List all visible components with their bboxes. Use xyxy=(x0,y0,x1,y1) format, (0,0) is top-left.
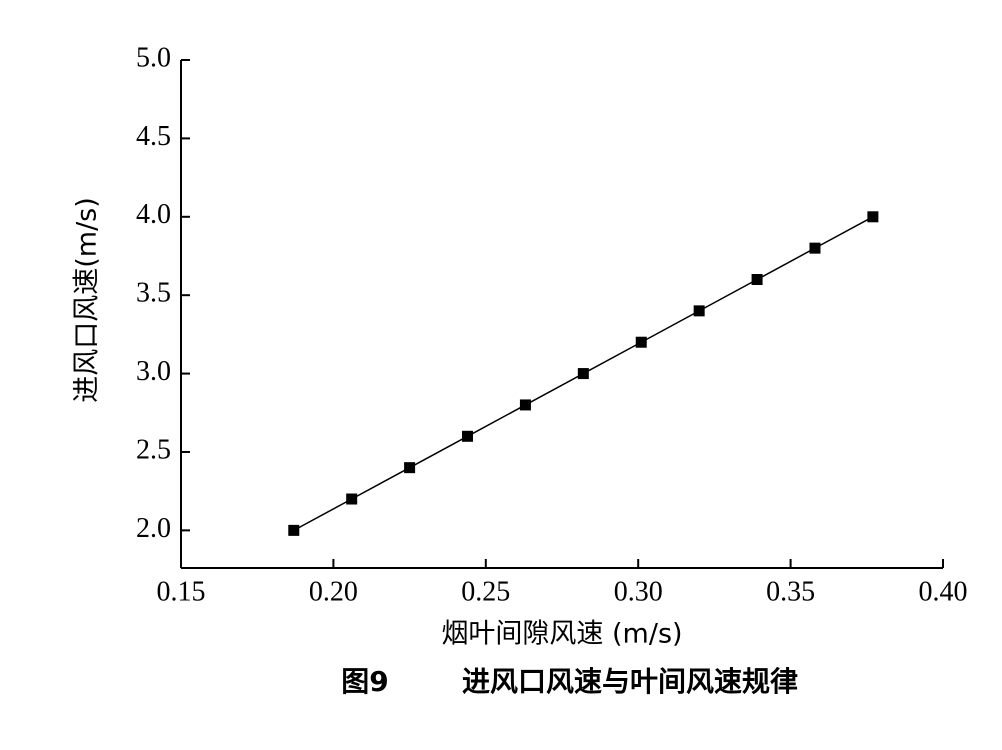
y-tick-label: 2.5 xyxy=(136,434,171,465)
x-tick-label: 0.40 xyxy=(919,576,968,607)
marker xyxy=(809,242,821,254)
marker xyxy=(867,211,879,223)
x-axis-label: 烟叶间隙风速 (m/s) xyxy=(441,619,682,650)
marker xyxy=(693,305,705,317)
marker xyxy=(519,399,531,411)
x-tick-label: 0.30 xyxy=(614,576,663,607)
x-tick-label: 0.15 xyxy=(157,576,206,607)
y-tick-label: 2.0 xyxy=(136,513,171,544)
x-tick-label: 0.25 xyxy=(461,576,510,607)
y-tick-label: 5.0 xyxy=(136,42,171,73)
marker xyxy=(404,462,416,474)
y-tick-label: 4.0 xyxy=(136,199,171,230)
x-tick-label: 0.35 xyxy=(766,576,815,607)
marker xyxy=(346,493,358,505)
y-tick-label: 3.5 xyxy=(136,278,171,309)
marker xyxy=(751,274,763,286)
y-axis-label: 进风口风速(m/s) xyxy=(72,197,103,403)
marker xyxy=(288,524,300,536)
y-tick-label: 3.0 xyxy=(136,356,171,387)
figure-label: 图9 xyxy=(341,665,388,698)
y-tick-label: 4.5 xyxy=(136,121,171,152)
chart-title: 进风口风速与叶间风速规律 xyxy=(462,665,798,698)
marker xyxy=(462,430,474,442)
marker xyxy=(577,368,589,380)
marker xyxy=(635,336,647,348)
x-tick-label: 0.20 xyxy=(309,576,358,607)
